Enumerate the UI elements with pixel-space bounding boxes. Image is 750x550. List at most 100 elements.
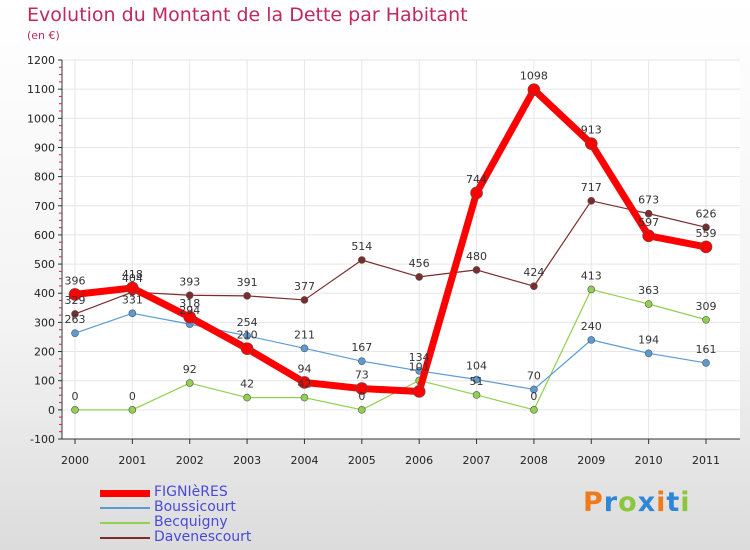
data-point [412, 385, 426, 398]
data-label: 626 [696, 207, 717, 220]
data-point [358, 406, 366, 414]
data-point [702, 315, 710, 324]
legend-label: FIGNIèRES [154, 484, 228, 500]
x-tick-label: 2008 [520, 454, 548, 467]
y-tick-label: 1200 [27, 54, 55, 67]
logo-letter: i [680, 487, 691, 518]
legend-label: Boussicourt [154, 499, 236, 515]
data-point [644, 300, 653, 308]
x-tick-label: 2003 [233, 454, 261, 467]
data-label: 94 [297, 362, 311, 375]
data-label: 240 [581, 320, 602, 333]
plot-area [62, 60, 740, 439]
data-label: 377 [294, 280, 315, 293]
data-label: 396 [65, 274, 86, 287]
data-point [587, 285, 596, 294]
data-label: 42 [240, 378, 254, 391]
data-label: 161 [696, 343, 717, 356]
data-point [243, 393, 251, 402]
data-point [358, 256, 366, 264]
series-line [74, 200, 707, 315]
proxiti-logo: Proxiti [583, 487, 691, 518]
y-tick-label: 800 [34, 171, 55, 184]
data-point [358, 357, 366, 365]
data-label: 194 [638, 333, 659, 346]
logo-letter: P [583, 487, 604, 518]
data-point [183, 310, 197, 324]
legend-item: FIGNIèRES [100, 484, 360, 500]
data-label: 673 [638, 194, 659, 207]
data-point [300, 393, 309, 402]
data-point [300, 296, 309, 304]
data-point [71, 406, 79, 414]
data-label: 456 [409, 257, 430, 270]
y-tick-label: 200 [34, 346, 55, 359]
data-label: 254 [237, 316, 258, 329]
data-point [530, 282, 538, 291]
legend-swatch [100, 537, 150, 539]
x-tick-label: 2009 [577, 454, 605, 467]
legend-swatch [100, 507, 150, 509]
data-point [644, 349, 653, 358]
legend-label: Davenescourt [154, 529, 252, 545]
data-label: 263 [65, 313, 86, 326]
legend-item: Davenescourt [100, 529, 360, 545]
data-label: 294 [179, 304, 200, 317]
x-tick-label: 2011 [692, 454, 720, 467]
data-point [300, 344, 309, 353]
data-point [642, 229, 655, 243]
data-label: 480 [466, 250, 487, 263]
legend-swatch [100, 522, 150, 524]
x-tick-label: 2002 [176, 454, 204, 467]
y-tick-label: 600 [34, 229, 55, 242]
legend-item: Becquigny [100, 514, 360, 530]
data-point [128, 309, 137, 318]
y-tick-label: 400 [34, 287, 55, 300]
data-point [71, 329, 79, 337]
data-point [530, 406, 538, 414]
data-point [587, 197, 596, 205]
data-point [470, 186, 483, 200]
data-point [243, 292, 251, 300]
data-label: 211 [294, 328, 315, 341]
data-point [128, 406, 137, 414]
data-label: 309 [696, 300, 717, 313]
data-label: 210 [237, 329, 258, 342]
logo-letter: x [637, 487, 657, 518]
data-label: 0 [72, 390, 79, 403]
data-label: 167 [351, 341, 372, 354]
logo-letter: t [666, 487, 681, 518]
x-tick-label: 2007 [463, 454, 491, 467]
series-line [71, 86, 710, 395]
data-point [415, 273, 423, 281]
data-point [644, 209, 653, 218]
data-label: 559 [696, 227, 717, 240]
x-tick-label: 2004 [290, 454, 318, 467]
chart-plot: -100010020030040050060070080090010001100… [27, 54, 740, 467]
y-tick-label: 700 [34, 200, 55, 213]
data-point [185, 291, 194, 300]
data-label: 413 [581, 269, 602, 282]
data-point [530, 385, 538, 394]
data-point [243, 331, 251, 340]
data-label: 404 [122, 272, 143, 285]
data-point [699, 240, 713, 254]
data-point [472, 391, 481, 399]
data-label: 318 [179, 297, 200, 310]
y-tick-label: 1100 [27, 83, 55, 96]
legend-swatch [100, 489, 150, 497]
data-label: 391 [237, 276, 258, 289]
data-point [298, 376, 311, 389]
data-label: 92 [183, 363, 197, 376]
data-point [240, 342, 254, 355]
data-label: 744 [466, 173, 487, 186]
data-label: 0 [358, 390, 365, 403]
data-point [527, 83, 541, 97]
data-point [472, 266, 481, 274]
logo-letter: i [656, 487, 667, 518]
data-point [185, 379, 194, 387]
logo-letter: r [603, 487, 619, 518]
data-point [472, 375, 481, 384]
data-label: 514 [351, 240, 372, 253]
y-tick-label: 100 [34, 375, 55, 388]
